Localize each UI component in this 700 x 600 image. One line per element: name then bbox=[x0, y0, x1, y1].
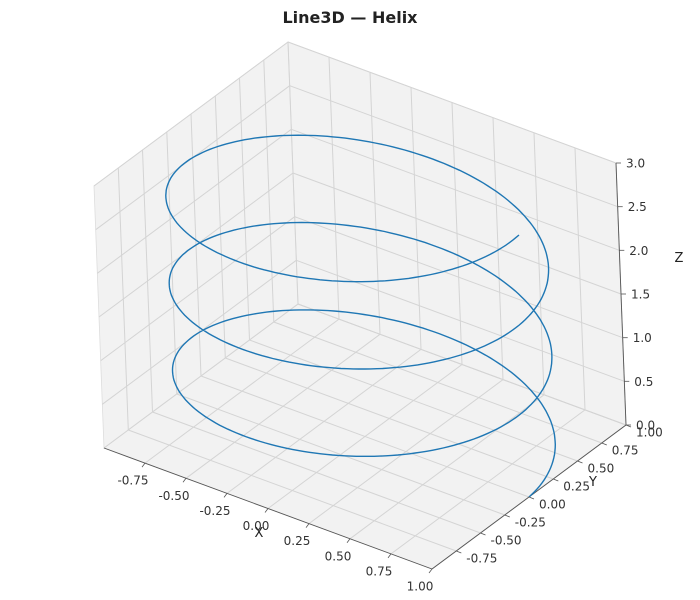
tick-labels: -0.75 -0.50 -0.25 0.00 0.25 0.50 0.75 1.00 -0.75… bbox=[117, 157, 662, 594]
grid-line-floor-y bbox=[200, 375, 530, 498]
x-tick-label: 0.25 bbox=[284, 534, 311, 548]
x-tick-mark bbox=[305, 523, 310, 528]
grid-line-side-z bbox=[100, 216, 295, 362]
x-tick-mark bbox=[346, 538, 351, 544]
y-tick-label: 0.25 bbox=[563, 480, 590, 494]
y-axis-label: Y bbox=[588, 475, 597, 490]
y-tick-mark bbox=[577, 460, 583, 464]
x-axis-label: X bbox=[255, 526, 264, 541]
y-tick-mark bbox=[456, 550, 462, 554]
x-tick-mark bbox=[428, 568, 433, 574]
grid-line-back-z bbox=[297, 303, 627, 426]
x-tick-mark bbox=[264, 508, 269, 513]
grid-line-back-z bbox=[291, 128, 620, 251]
grid-line-floor-y bbox=[128, 429, 457, 552]
y-tick-label: 0.75 bbox=[612, 444, 639, 458]
grid-line-floor-y bbox=[273, 321, 602, 444]
z-tick-label: 3.0 bbox=[626, 157, 645, 171]
z-tick-label: 0.0 bbox=[636, 419, 655, 433]
y-tick-label: -0.75 bbox=[466, 552, 497, 566]
y-tick-mark bbox=[504, 514, 510, 518]
grid-line-back-z bbox=[292, 172, 622, 295]
x-tick-label: 1.00 bbox=[407, 580, 434, 594]
z-tick-label: 0.5 bbox=[634, 375, 653, 389]
x-tick-label: 0.50 bbox=[325, 549, 352, 563]
y-tick-mark bbox=[553, 478, 559, 482]
grid-line-back-z bbox=[289, 85, 618, 208]
helix-line bbox=[165, 134, 557, 498]
grid-line-back-z bbox=[296, 259, 625, 382]
chart-title: Line3D — Helix bbox=[282, 8, 418, 27]
x-tick-mark bbox=[387, 553, 392, 559]
grid-line-floor-y bbox=[225, 357, 554, 480]
grid-line-side-z bbox=[93, 41, 289, 187]
x-tick-label: -0.50 bbox=[158, 489, 189, 503]
y-tick-mark bbox=[528, 496, 535, 500]
y-tick-mark bbox=[601, 442, 607, 446]
grid-line-floor-y bbox=[249, 339, 578, 462]
x-tick-mark bbox=[182, 478, 187, 483]
y-tick-label: 1.00 bbox=[636, 426, 663, 440]
grid-line-side-z bbox=[97, 128, 292, 274]
z-tick-label: 2.5 bbox=[628, 200, 647, 214]
y-tick-label: -0.25 bbox=[515, 516, 546, 530]
grid-line-back-z bbox=[294, 216, 623, 339]
z-tick-label: 1.0 bbox=[633, 331, 652, 345]
z-axis-label: Z bbox=[675, 251, 684, 266]
y-tick-label: -0.50 bbox=[491, 534, 522, 548]
x-tick-label: -0.75 bbox=[117, 474, 148, 488]
x-tick-mark bbox=[223, 493, 228, 498]
z-tick-label: 1.5 bbox=[631, 288, 650, 302]
x-tick-label: 0.75 bbox=[366, 564, 393, 578]
x-tick-label: -0.25 bbox=[199, 504, 230, 518]
grid-line-back-z bbox=[287, 41, 617, 164]
x-tick-label: 0.00 bbox=[243, 519, 270, 533]
y-tick-label: 0.50 bbox=[588, 462, 615, 476]
y-tick-mark bbox=[480, 532, 486, 536]
grid-line-floor-y bbox=[176, 393, 505, 516]
series-layer bbox=[165, 134, 557, 498]
grid-line-floor-y bbox=[152, 411, 481, 534]
y-tick-label: 0.00 bbox=[539, 498, 566, 512]
grid-line-side-z bbox=[103, 303, 299, 449]
z-tick-label: 2.0 bbox=[629, 244, 648, 258]
grid-lines bbox=[93, 41, 627, 570]
x-tick-mark bbox=[141, 462, 146, 468]
